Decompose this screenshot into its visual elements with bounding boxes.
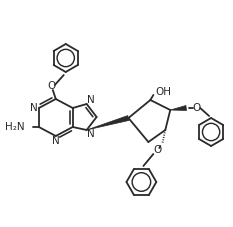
Text: OH: OH bbox=[155, 87, 171, 97]
Text: N: N bbox=[52, 136, 60, 146]
Text: H₂N: H₂N bbox=[5, 122, 25, 132]
Text: N: N bbox=[30, 103, 38, 113]
Text: O: O bbox=[153, 145, 161, 155]
Polygon shape bbox=[87, 116, 129, 130]
Polygon shape bbox=[170, 106, 186, 111]
Text: O: O bbox=[192, 103, 200, 113]
Text: N: N bbox=[87, 129, 95, 139]
Text: N: N bbox=[87, 95, 95, 105]
Text: O: O bbox=[48, 81, 56, 91]
